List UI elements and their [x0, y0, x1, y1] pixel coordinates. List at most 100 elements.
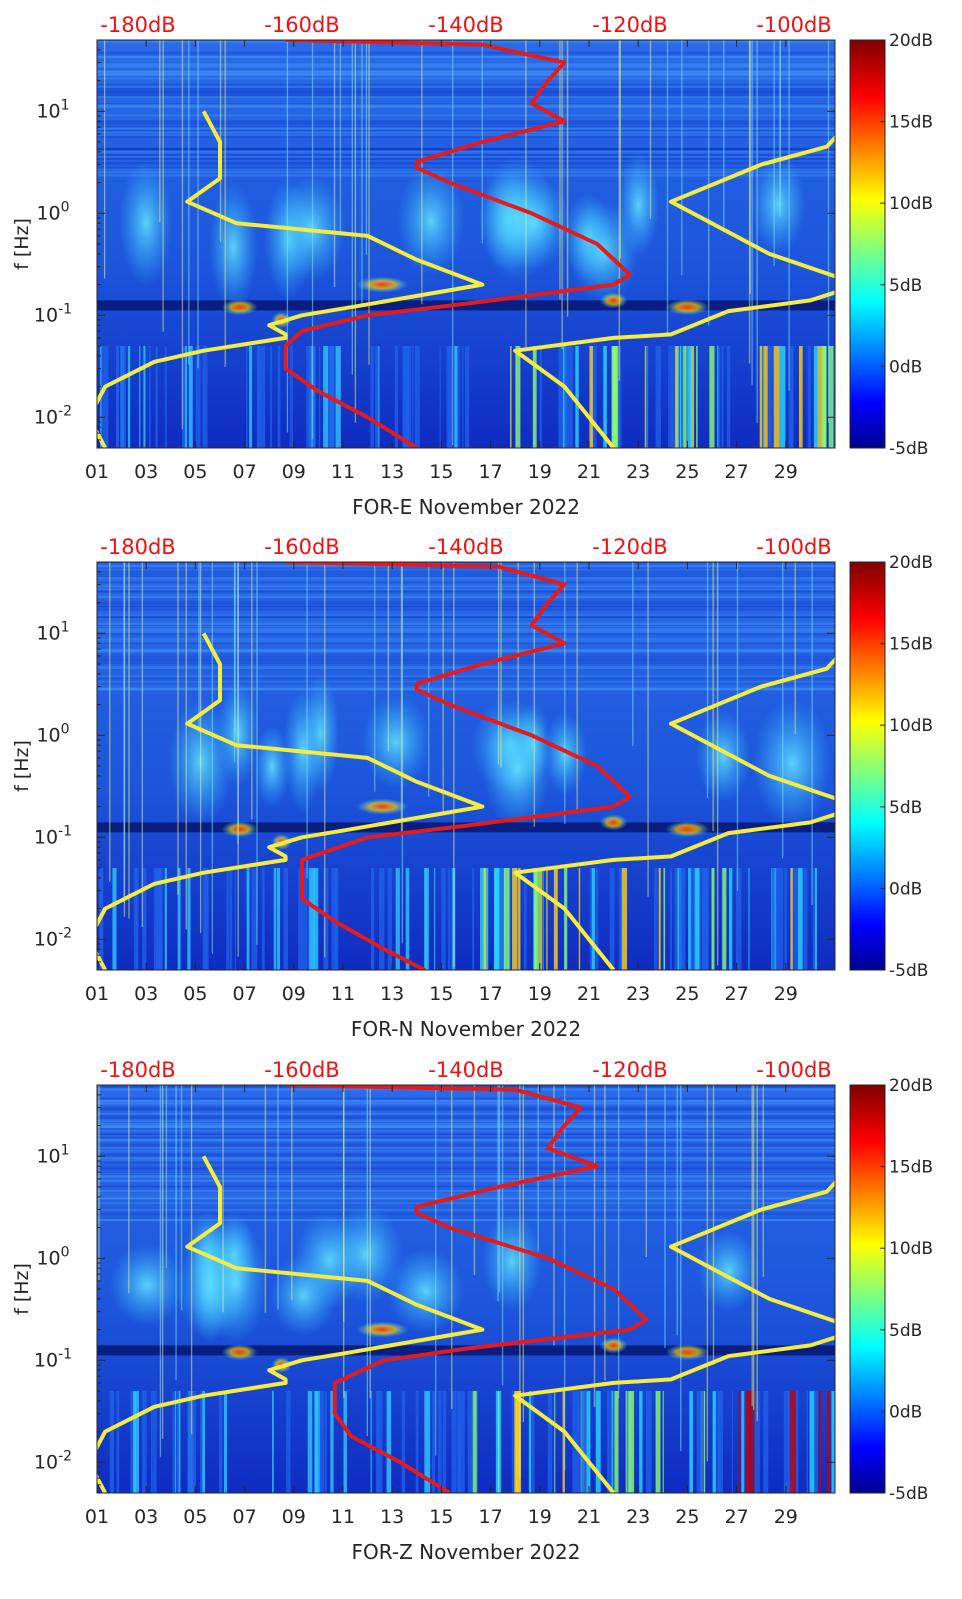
spectral-strip: [748, 868, 750, 970]
spectral-strip: [717, 346, 721, 448]
noise-band: [97, 614, 835, 617]
panel-for-n: -180dB -160dB -140dB -120dB -100dB 01 03 05 07 09…: [11, 535, 933, 1041]
noise-band: [97, 581, 835, 584]
colorbar-tick-label: 10dB: [889, 194, 933, 214]
x-axis-label: FOR-Z November 2022: [352, 1540, 581, 1564]
noise-band: [97, 575, 835, 578]
spectral-strip: [621, 868, 628, 970]
transient-spike: [197, 40, 199, 369]
noise-band: [97, 685, 835, 687]
spectral-strip: [246, 868, 250, 970]
colorbar-gradient: [849, 1084, 886, 1494]
x-tick-label: 15: [429, 1506, 453, 1528]
spectral-strip: [539, 346, 542, 448]
spectral-strip: [562, 1391, 565, 1493]
spectral-strip: [330, 1391, 334, 1493]
spectral-strip: [607, 1391, 611, 1493]
spectral-strip: [251, 868, 258, 970]
spectral-strip: [679, 346, 684, 448]
spectral-strip: [156, 868, 158, 970]
hot-spot: [665, 1344, 710, 1361]
colorbar: 20dB 15dB 10dB 5dB 0dB -5dB: [849, 1076, 933, 1504]
spectral-strip: [578, 868, 581, 970]
spectral-strip: [729, 868, 733, 970]
spectral-strip: [157, 868, 162, 970]
spectral-strip: [773, 346, 780, 448]
spectral-strip: [694, 868, 700, 970]
top-axis-tick-label: -160dB: [264, 1058, 339, 1082]
transient-spike: [617, 1085, 620, 1399]
noise-band: [97, 602, 835, 605]
noise-band: [97, 40, 835, 43]
noise-band: [97, 157, 835, 161]
x-tick-label: 27: [725, 1506, 749, 1528]
noise-band: [97, 628, 835, 630]
spectral-strip: [589, 868, 592, 970]
spectral-strip: [263, 346, 266, 448]
energy-blob: [496, 176, 572, 270]
noise-band: [97, 1209, 835, 1211]
noise-band: [97, 122, 835, 125]
noise-band: [97, 688, 835, 691]
spectral-strip: [437, 1391, 442, 1493]
red-noise-curve-0: [283, 40, 632, 448]
colorbar-gradient: [849, 561, 886, 971]
spectral-strip: [174, 1391, 176, 1493]
transient-spike: [537, 1085, 539, 1252]
transient-spike: [177, 562, 179, 895]
x-tick-label: 09: [282, 983, 306, 1005]
colorbar-tick-label: 0dB: [889, 357, 922, 377]
spectral-strip: [687, 346, 693, 448]
spectral-strip: [195, 346, 201, 448]
spectral-strip: [679, 346, 682, 448]
noise-band: [97, 105, 835, 109]
spectral-strip: [558, 346, 564, 448]
noise-band: [97, 148, 835, 151]
noise-band: [97, 605, 835, 608]
transient-spike: [756, 40, 758, 424]
hot-spot: [599, 292, 628, 309]
noise-band: [97, 680, 835, 683]
spectral-strip: [185, 346, 187, 448]
spectral-strip: [200, 1391, 205, 1493]
noise-band: [97, 1178, 835, 1182]
spectral-strip: [542, 868, 544, 970]
energy-blob: [397, 165, 465, 277]
energy-blob: [386, 1248, 465, 1333]
transient-spike: [180, 1085, 183, 1310]
spectral-strip: [696, 346, 698, 448]
spectral-strip: [405, 868, 410, 970]
spectral-strip: [750, 1391, 753, 1493]
transient-spike: [553, 1085, 555, 1346]
spectral-strip: [793, 868, 799, 970]
spectral-strip: [457, 1391, 462, 1493]
noise-band: [97, 684, 835, 688]
spectral-strip: [276, 868, 281, 970]
y-axis-label: f [Hz]: [11, 1263, 33, 1315]
yellow-noise-curve-2: [513, 1179, 835, 1493]
transient-spike: [333, 40, 336, 288]
transient-spike: [128, 562, 130, 919]
x-tick-label: 05: [183, 983, 207, 1005]
noise-band: [97, 1150, 835, 1152]
x-tick-label: 25: [675, 461, 699, 483]
colorbar-tick-label: 0dB: [889, 879, 922, 899]
noise-band: [97, 73, 835, 76]
noise-band: [97, 599, 835, 602]
noise-band: [97, 1135, 835, 1138]
noise-band: [97, 70, 835, 73]
spectral-strip: [795, 1391, 799, 1493]
transient-spike: [256, 562, 258, 945]
top-axis-tick-label: -120dB: [592, 1058, 667, 1082]
transient-spike: [286, 40, 289, 433]
spectral-strip: [553, 868, 558, 970]
spectral-strip: [161, 868, 163, 970]
yellow-noise-curve-1: [97, 110, 485, 448]
transient-spike: [593, 1085, 596, 1408]
noise-band: [97, 71, 835, 73]
spectral-strip: [717, 346, 719, 448]
x-tick-label: 07: [233, 1506, 257, 1528]
colorbar-tick-label: 15dB: [889, 635, 933, 655]
x-tick-label: 05: [183, 1506, 207, 1528]
spectral-strip: [532, 346, 537, 448]
